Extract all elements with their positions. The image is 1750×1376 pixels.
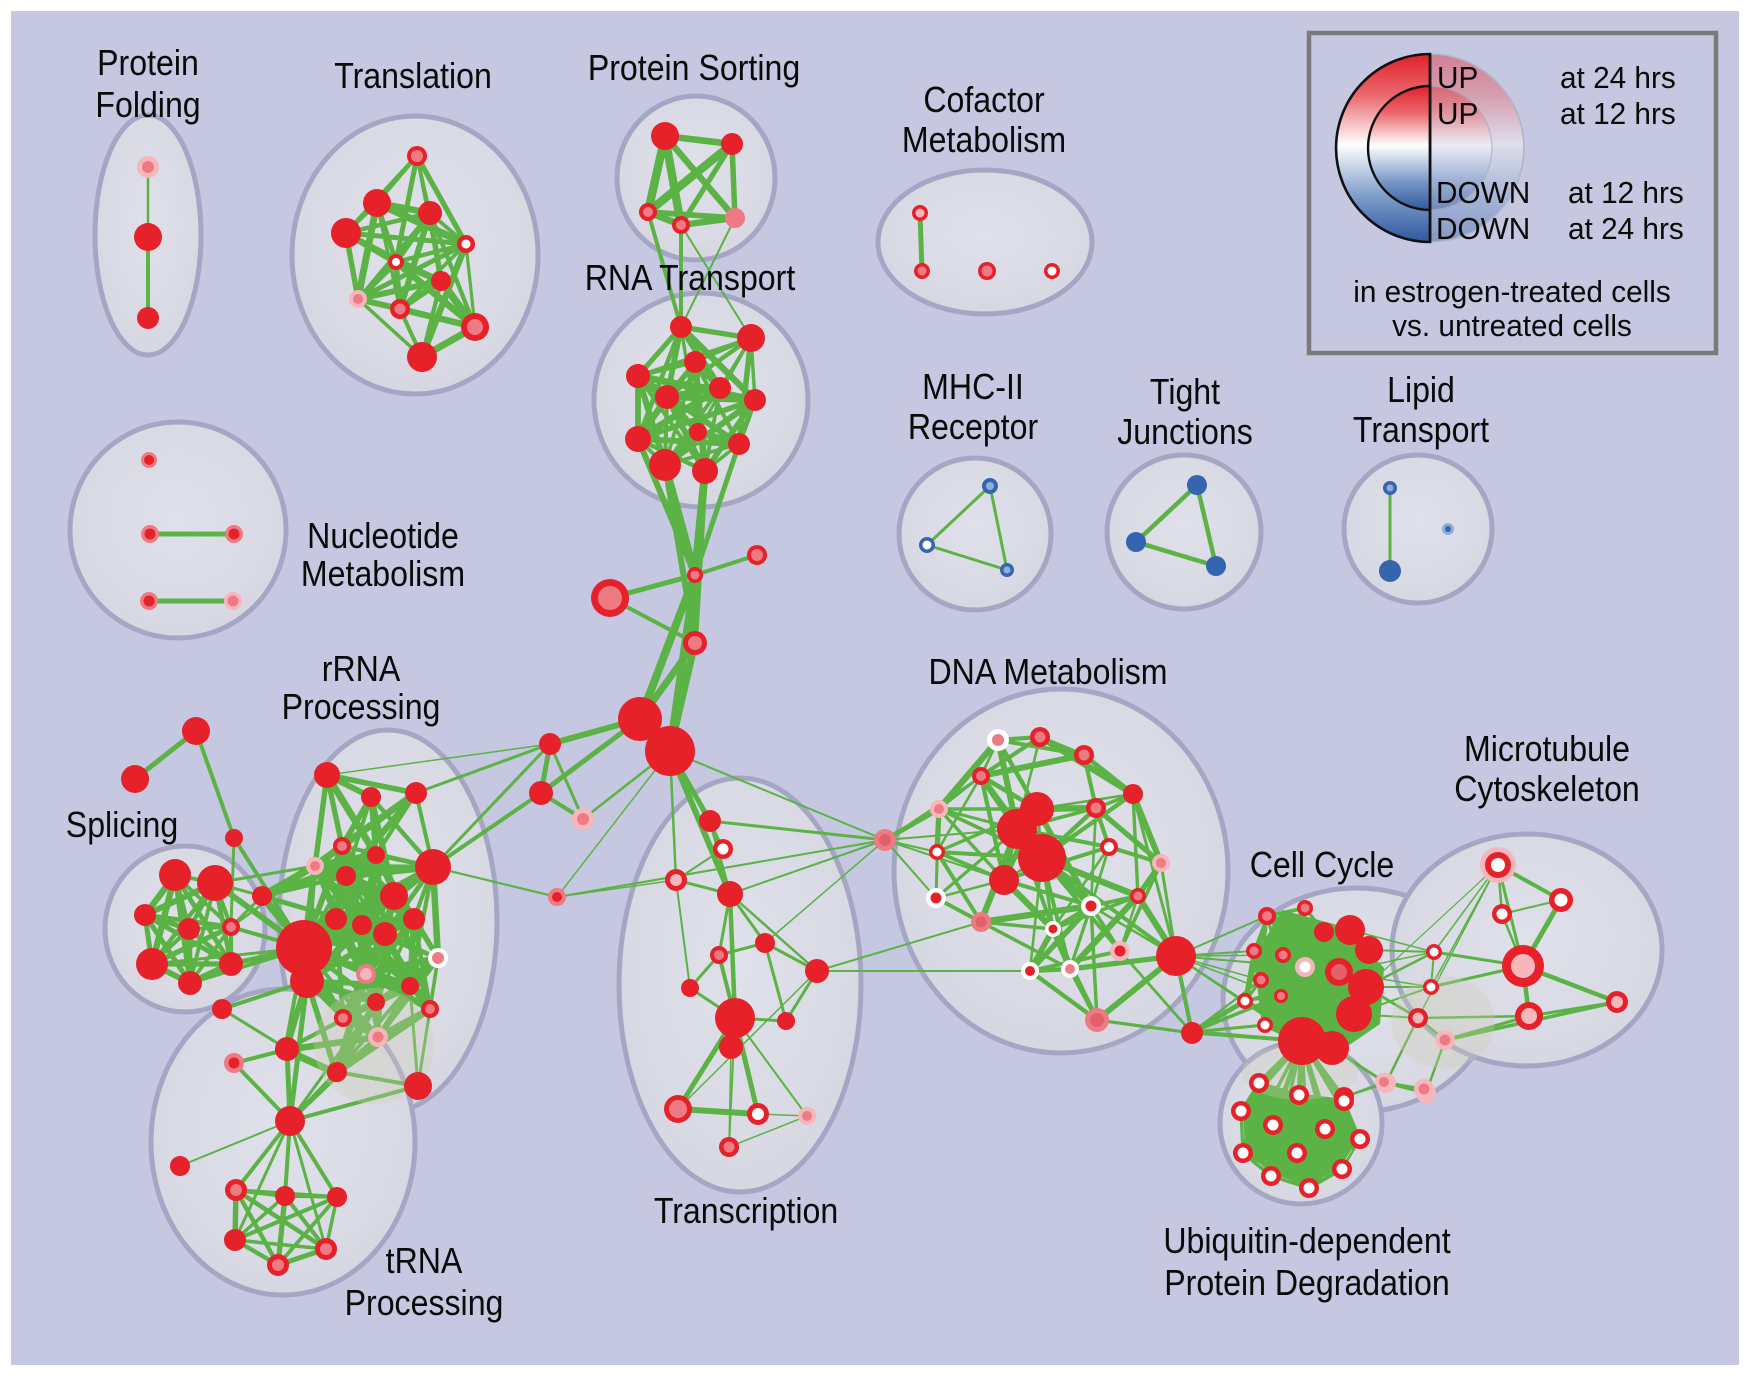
svg-text:at 24 hrs: at 24 hrs [1560, 60, 1676, 95]
svg-text:DNA Metabolism: DNA Metabolism [928, 652, 1167, 692]
svg-text:Lipid: Lipid [1387, 370, 1455, 410]
svg-text:at 12 hrs: at 12 hrs [1560, 96, 1676, 131]
svg-text:Splicing: Splicing [66, 805, 178, 845]
svg-text:Protein Sorting: Protein Sorting [588, 48, 800, 88]
svg-text:Cell Cycle: Cell Cycle [1250, 845, 1394, 885]
svg-text:Processing: Processing [345, 1283, 504, 1323]
svg-text:Transcription: Transcription [654, 1191, 838, 1231]
svg-text:RNA Transport: RNA Transport [585, 258, 796, 298]
svg-text:UP: UP [1437, 60, 1478, 95]
svg-text:UP: UP [1437, 96, 1478, 131]
svg-text:Metabolism: Metabolism [301, 554, 465, 594]
svg-text:Cytoskeleton: Cytoskeleton [1454, 769, 1640, 809]
svg-text:Tight: Tight [1150, 372, 1221, 412]
svg-text:Protein: Protein [97, 43, 199, 83]
svg-text:Metabolism: Metabolism [902, 120, 1066, 160]
svg-text:Transport: Transport [1353, 410, 1490, 450]
svg-text:DOWN: DOWN [1436, 175, 1530, 210]
svg-text:Translation: Translation [334, 56, 492, 96]
svg-text:vs. untreated cells: vs. untreated cells [1392, 308, 1632, 343]
svg-text:Cofactor: Cofactor [923, 80, 1044, 120]
svg-text:Receptor: Receptor [908, 407, 1038, 447]
svg-text:DOWN: DOWN [1436, 211, 1530, 246]
svg-text:Protein Degradation: Protein Degradation [1164, 1263, 1450, 1303]
svg-text:Junctions: Junctions [1117, 412, 1253, 452]
svg-text:tRNA: tRNA [386, 1241, 463, 1281]
svg-text:Ubiquitin-dependent: Ubiquitin-dependent [1163, 1221, 1451, 1261]
svg-text:Microtubule: Microtubule [1464, 729, 1630, 769]
svg-text:at 24 hrs: at 24 hrs [1568, 211, 1684, 246]
svg-text:at 12 hrs: at 12 hrs [1568, 175, 1684, 210]
svg-text:rRNA: rRNA [322, 649, 401, 689]
svg-text:Processing: Processing [282, 687, 441, 727]
svg-text:Folding: Folding [95, 85, 200, 125]
svg-text:in estrogen-treated cells: in estrogen-treated cells [1353, 274, 1671, 309]
svg-text:Nucleotide: Nucleotide [307, 516, 459, 556]
svg-text:MHC-II: MHC-II [922, 367, 1024, 407]
